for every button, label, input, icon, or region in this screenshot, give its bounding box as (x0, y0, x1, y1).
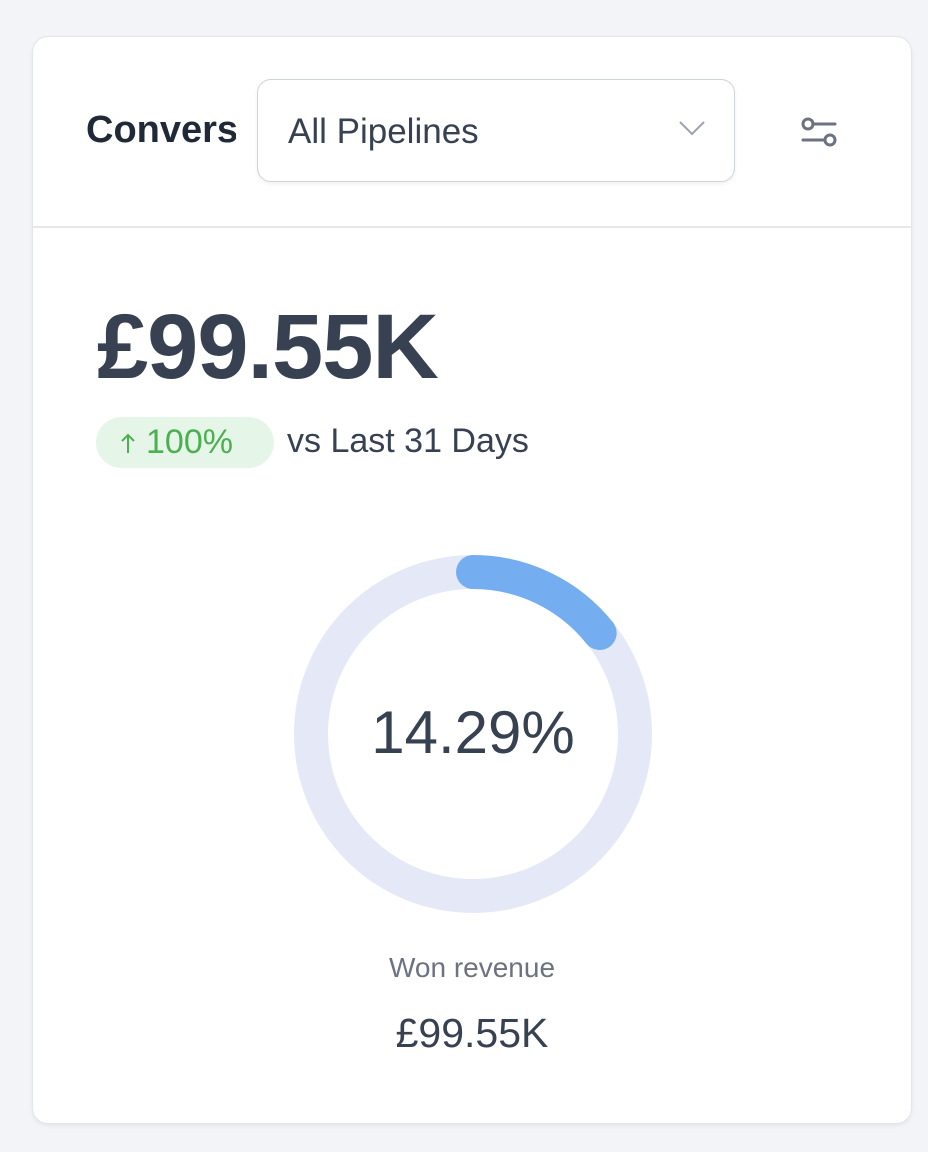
up-arrow (121, 433, 135, 453)
pipeline-dropdown[interactable]: All Pipelines (257, 79, 735, 182)
chevron-icon (679, 121, 705, 136)
gauge-progress (456, 555, 617, 651)
gauge: 14.29% (294, 555, 652, 913)
metric-value: £99.55K (97, 296, 439, 398)
card: Convers All Pipelines £99.55K 100% vs La… (32, 36, 912, 1124)
divider (33, 226, 911, 228)
change-badge: 100% (96, 417, 274, 468)
card-title: Convers (86, 109, 236, 151)
comparison-label: vs Last 31 Days (287, 422, 529, 460)
won-revenue-label: Won revenue (388, 952, 556, 983)
filter-button[interactable] (799, 115, 839, 149)
won-revenue-value: £99.55K (395, 1010, 549, 1056)
dropdown-label: All Pipelines (288, 112, 479, 151)
gauge-label: 14.29% (371, 699, 575, 766)
change-value: 100% (146, 423, 233, 461)
